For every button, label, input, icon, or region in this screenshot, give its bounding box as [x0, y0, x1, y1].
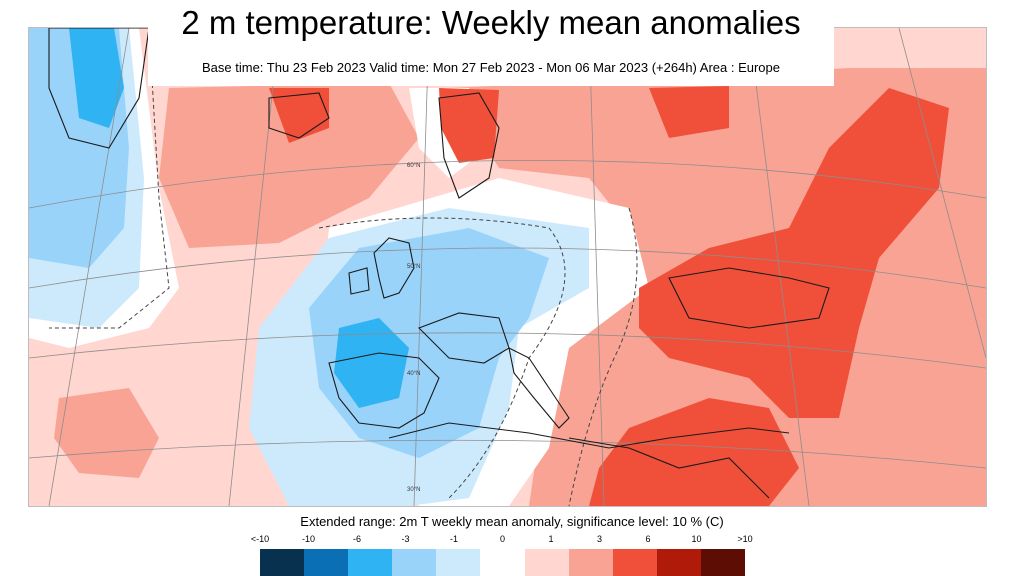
map-canvas: 60°N 50°N 40°N 30°N [29, 28, 986, 506]
graticule [29, 28, 986, 506]
coast-iberia [328, 352, 440, 429]
legend-label: >10 [737, 534, 753, 544]
legend-label: -1 [449, 534, 459, 544]
meridian-3 [413, 28, 430, 506]
legend-swatch [304, 549, 349, 576]
legend-swatch [436, 549, 481, 576]
legend-swatch [524, 549, 569, 576]
atlantic-warm-region [159, 83, 419, 248]
north-africa-hot-region [589, 398, 799, 506]
coast-iceland [268, 92, 330, 139]
legend-label: <-10 [250, 534, 270, 544]
legend-colorbar [260, 549, 746, 576]
anomaly-map: 60°N 50°N 40°N 30°N [28, 27, 987, 507]
parallel-40 [29, 332, 986, 369]
parallel-30 [29, 439, 986, 469]
parallel-50 [29, 247, 986, 289]
coast-greenland [48, 28, 150, 149]
legend-label: -6 [352, 534, 362, 544]
east-europe-hot-region [639, 88, 949, 418]
legend-swatch [568, 549, 613, 576]
contour-east [568, 207, 638, 506]
coast-italy [508, 347, 570, 429]
coast-libya-egypt [568, 437, 770, 499]
legend-label: -3 [401, 534, 410, 544]
coast-north-africa [388, 422, 790, 449]
title-box: 2 m temperature: Weekly mean anomalies B… [148, 0, 834, 86]
legend-swatch [392, 549, 437, 576]
legend-label: 6 [645, 534, 651, 544]
legend-label: -10 [301, 534, 316, 544]
legend-label: 1 [548, 534, 554, 544]
coast-britain [373, 237, 415, 299]
legend-caption: Extended range: 2m T weekly mean anomaly… [300, 514, 724, 529]
legend-label: 3 [596, 534, 603, 544]
legend-swatch [348, 549, 393, 576]
significance-contours [49, 28, 638, 506]
iceland-hot-region [269, 88, 329, 143]
legend-swatch [656, 549, 701, 576]
coast-black-sea [668, 267, 830, 329]
lat-label-30: 30°N [407, 487, 420, 493]
page-subtitle: Base time: Thu 23 Feb 2023 Valid time: M… [202, 60, 780, 75]
legend-swatch [700, 549, 746, 576]
legend-label: 10 [691, 534, 702, 544]
lat-label-40: 40°N [407, 371, 420, 377]
contour-iberia [318, 217, 566, 499]
coast-ireland [348, 267, 370, 295]
spain-cold-core [334, 318, 409, 408]
contour-atlantic [49, 28, 170, 329]
page-title: 2 m temperature: Weekly mean anomalies [181, 4, 801, 41]
meridian-2 [228, 28, 280, 506]
lat-label-50: 50°N [407, 264, 420, 270]
legend-swatch [260, 549, 305, 576]
meridian-1 [48, 28, 130, 506]
scandinavia-hot-region [439, 88, 499, 163]
legend-label: 0 [499, 534, 506, 544]
coastlines [48, 28, 830, 499]
lat-label-60: 60°N [407, 163, 420, 169]
legend-swatch [612, 549, 657, 576]
coast-scandinavia [438, 92, 500, 199]
meridian-4 [588, 28, 605, 506]
parallel-60 [29, 159, 986, 209]
finland-hot-region [649, 86, 729, 138]
greenland-cold-core [69, 28, 124, 128]
meridian-5 [748, 28, 810, 506]
legend-labels: <-10 -10 -6 -3 -1 0 1 3 6 10 >10 [251, 534, 753, 546]
meridian-6 [898, 28, 986, 359]
legend-swatch [480, 549, 525, 576]
azores-warm-region [54, 388, 159, 478]
